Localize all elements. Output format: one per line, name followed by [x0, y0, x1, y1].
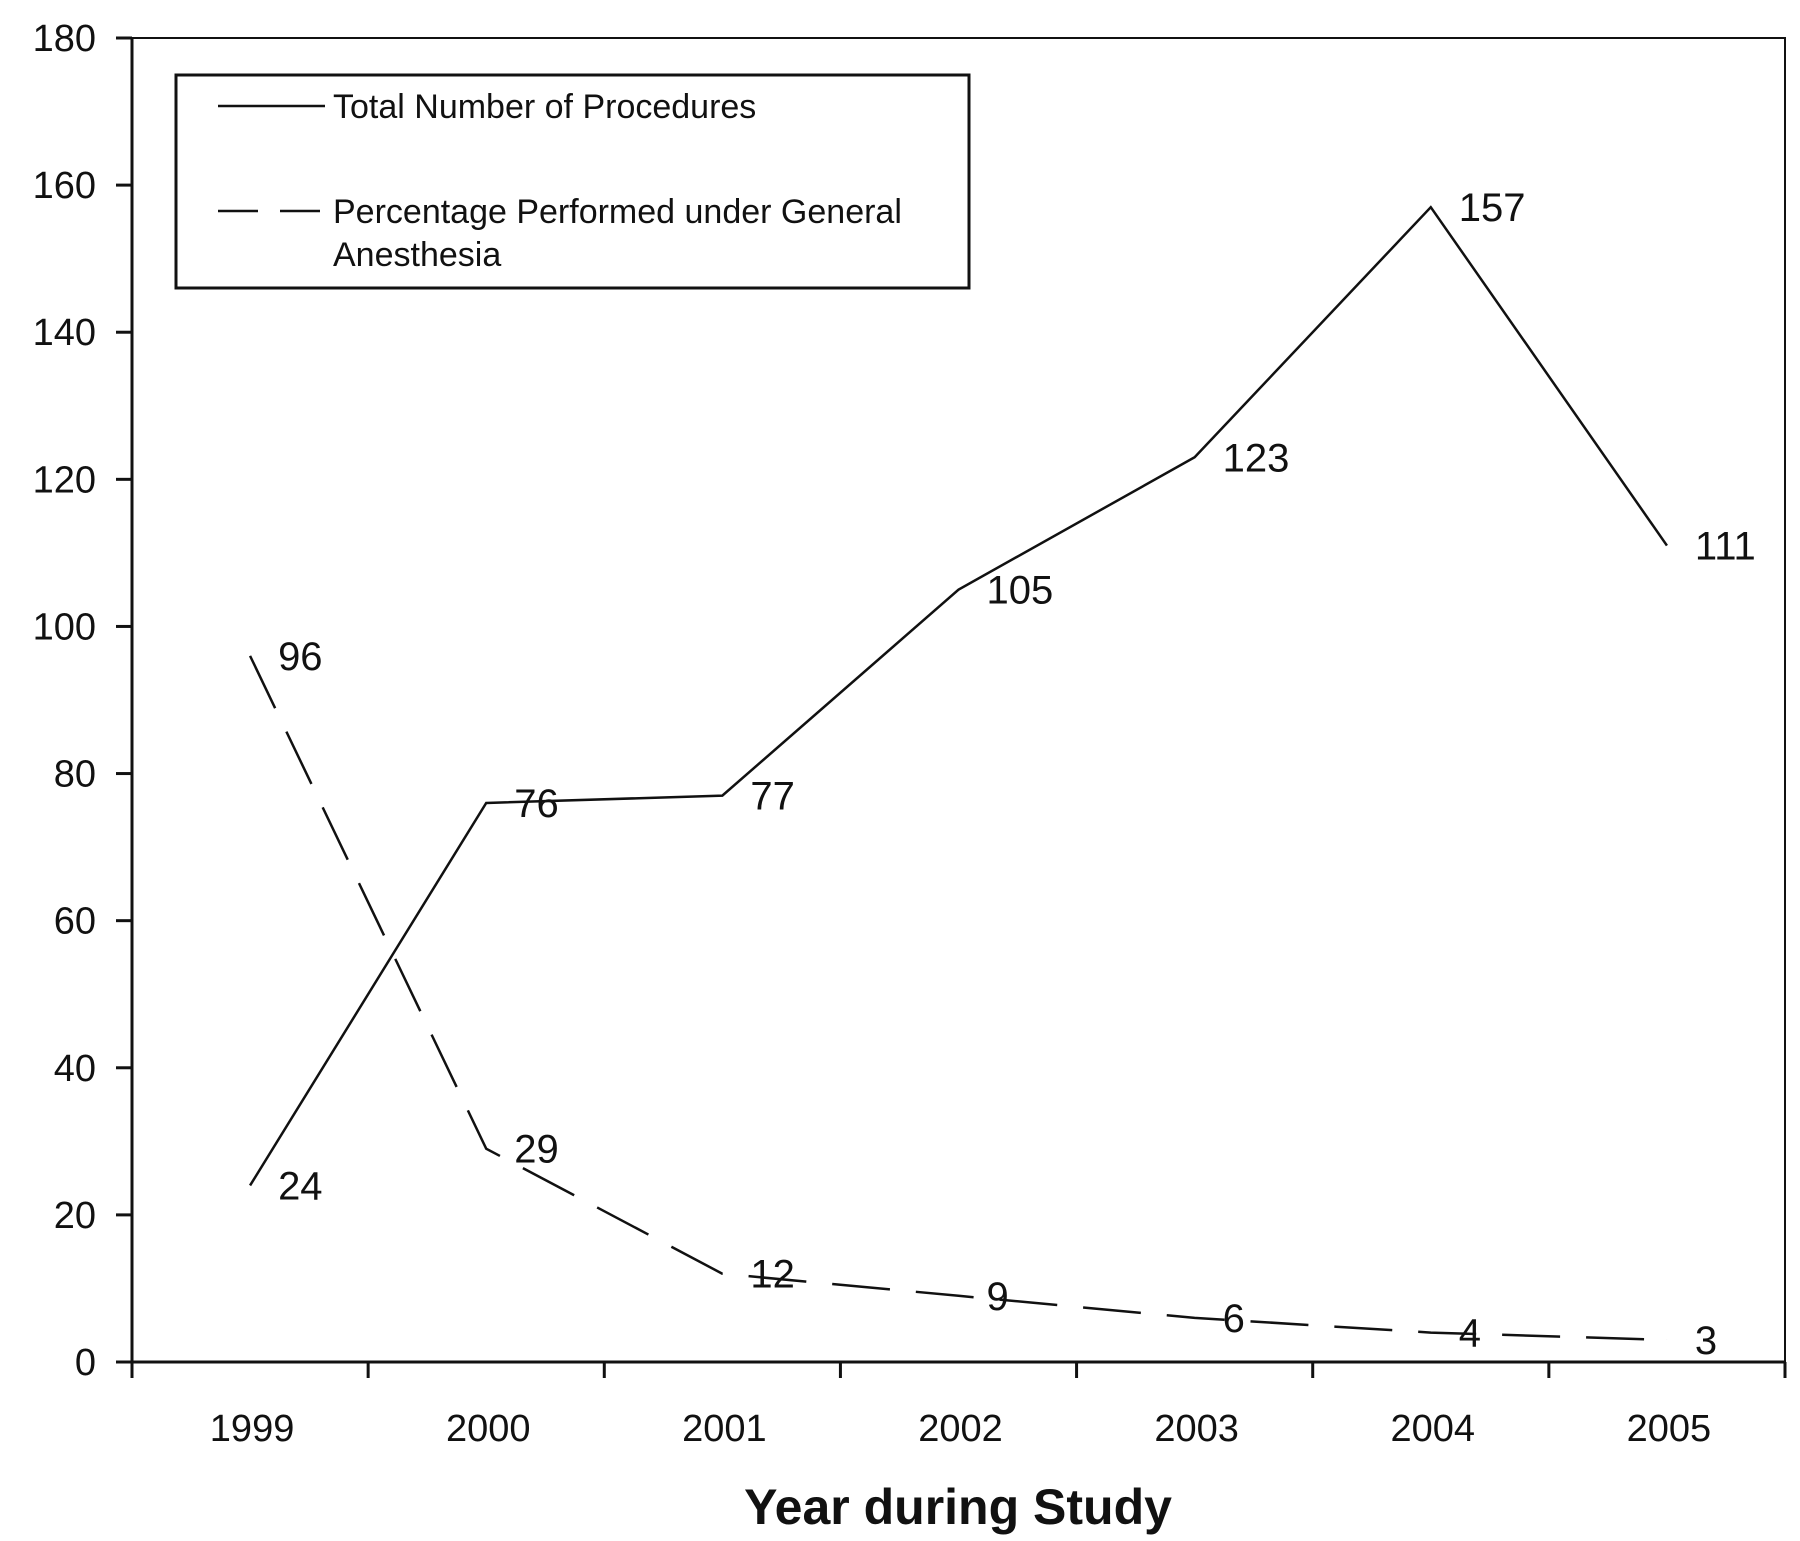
data-label: 96 [278, 635, 323, 679]
data-label: 77 [750, 775, 795, 819]
legend-box [174, 73, 971, 290]
y-tick-label: 0 [75, 1342, 96, 1384]
x-tick-label: 2003 [1154, 1408, 1239, 1450]
y-tick-label: 160 [33, 165, 96, 207]
axis-ticks: 0 20 40 60 80 100 120 140 160 180 1999 2000 2001 2002… [33, 18, 1787, 1450]
legend-label: Percentage Performed under General [333, 193, 902, 231]
legend-label: Anesthesia [333, 236, 501, 274]
x-tick-label: 2002 [918, 1408, 1003, 1450]
data-label: 3 [1695, 1319, 1717, 1363]
x-axis-title: Year during Study [744, 1479, 1172, 1535]
data-label: 12 [750, 1253, 795, 1297]
data-label: 29 [514, 1128, 559, 1172]
data-label: 76 [514, 782, 559, 826]
y-tick-label: 100 [33, 606, 96, 648]
data-label: 157 [1459, 186, 1526, 230]
x-tick-label: 1999 [210, 1408, 295, 1450]
data-label: 105 [987, 569, 1054, 613]
x-tick-label: 2005 [1627, 1408, 1712, 1450]
series-line-1 [249, 205, 1668, 1187]
legend: Total Number of Procedures Percentage Per… [174, 73, 971, 290]
data-label: 123 [1223, 436, 1290, 480]
data-label: 24 [278, 1164, 323, 1208]
y-tick-label: 20 [54, 1195, 96, 1237]
series-line-2 [248, 655, 1667, 1342]
data-label: 6 [1223, 1297, 1245, 1341]
y-tick-label: 180 [33, 18, 96, 60]
data-label: 111 [1695, 525, 1756, 569]
y-tick-label: 120 [33, 459, 96, 501]
y-tick-label: 80 [54, 754, 96, 796]
data-label: 4 [1459, 1312, 1481, 1356]
axes [130, 37, 1786, 1364]
x-tick-label: 2004 [1391, 1408, 1476, 1450]
series-group [248, 205, 1668, 1342]
x-tick-label: 2000 [446, 1408, 531, 1450]
legend-label: Total Number of Procedures [333, 88, 756, 126]
data-label: 9 [987, 1275, 1009, 1319]
y-tick-label: 140 [33, 312, 96, 354]
x-tick-label: 2001 [682, 1408, 767, 1450]
y-tick-label: 40 [54, 1048, 96, 1090]
y-tick-label: 60 [54, 901, 96, 943]
